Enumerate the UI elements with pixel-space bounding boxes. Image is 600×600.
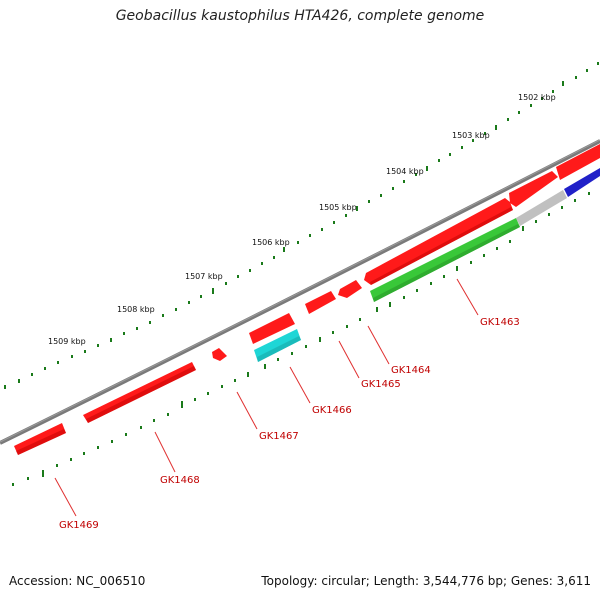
forward-strand-genes — [14, 144, 600, 455]
tick-label: 1507 kbp — [185, 272, 223, 281]
tick-label: 1506 kbp — [252, 238, 290, 247]
gene-label: GK1469 — [59, 520, 99, 531]
tick-label: 1504 kbp — [386, 167, 424, 176]
gene-feature — [338, 280, 362, 298]
gene-label: GK1466 — [312, 405, 352, 416]
genome-backbone — [0, 139, 600, 445]
genome-summary-text: Topology: circular; Length: 3,544,776 bp… — [261, 574, 591, 588]
gene-labels: GK1463 GK1464 GK1465 GK1466 GK1467 GK146… — [59, 317, 520, 531]
cyan-feature-shade — [257, 336, 301, 362]
gray-feature — [516, 190, 567, 226]
outer-tick-track — [4, 62, 599, 389]
accession-text: Accession: NC_006510 — [9, 574, 146, 588]
gene-label: GK1468 — [160, 475, 200, 486]
gene-label: GK1465 — [361, 379, 401, 390]
inner-tick-track — [12, 192, 590, 486]
gene-shade — [16, 429, 66, 455]
gene-leader-lines — [54, 278, 479, 517]
tick-label: 1503 kbp — [452, 131, 490, 140]
gene-feature — [556, 144, 600, 180]
small-red-feature — [212, 348, 227, 361]
blue-feature — [564, 168, 600, 197]
page-title: Geobacillus kaustophilus HTA426, complet… — [115, 8, 485, 24]
tick-labels: 1502 kbp 1503 kbp 1504 kbp 1505 kbp 1506… — [48, 93, 556, 346]
gene-feature — [509, 171, 558, 207]
gene-shade — [86, 366, 196, 423]
gene-feature — [305, 291, 336, 314]
gene-label: GK1463 — [480, 317, 520, 328]
gene-label: GK1464 — [391, 365, 431, 376]
gene-feature — [364, 198, 513, 285]
genome-backbone-highlight — [0, 139, 600, 443]
tick-label: 1508 kbp — [117, 305, 155, 314]
gene-shade — [370, 207, 513, 285]
feature-bars — [212, 168, 600, 362]
gene-label: GK1467 — [259, 431, 299, 442]
tick-label: 1502 kbp — [518, 93, 556, 102]
tick-label: 1505 kbp — [319, 203, 357, 212]
tick-label: 1509 kbp — [48, 337, 86, 346]
green-feature-shade — [373, 224, 520, 302]
gene-feature — [249, 313, 295, 344]
